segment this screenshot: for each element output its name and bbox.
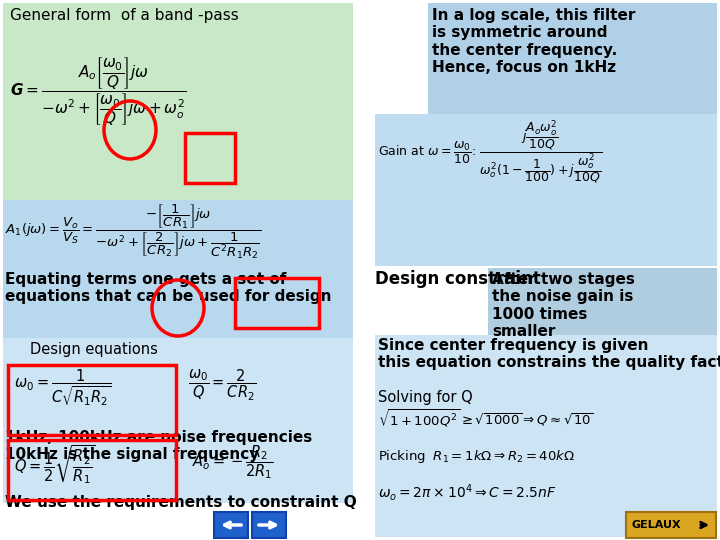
Bar xyxy=(185,133,235,183)
Bar xyxy=(8,440,176,500)
Text: Design equations: Design equations xyxy=(30,342,158,357)
Text: Solving for Q: Solving for Q xyxy=(378,390,473,405)
Bar xyxy=(353,200,375,340)
Bar xyxy=(3,200,353,340)
Bar xyxy=(375,384,717,537)
Text: Equating terms one gets a set of
equations that can be used for design: Equating terms one gets a set of equatio… xyxy=(5,272,331,305)
Text: Since center frequency is given
this equation constrains the quality factor: Since center frequency is given this equ… xyxy=(378,338,720,370)
Text: Design constraint: Design constraint xyxy=(375,270,541,288)
Bar xyxy=(375,268,488,376)
Text: Picking $\;R_1 = 1k\Omega \Rightarrow R_2 = 40k\Omega$: Picking $\;R_1 = 1k\Omega \Rightarrow R_… xyxy=(378,448,575,465)
Bar xyxy=(375,335,717,385)
Bar xyxy=(626,512,716,538)
Bar xyxy=(3,3,353,201)
Text: $\omega_0 = \dfrac{1}{C\sqrt{R_1R_2}}$: $\omega_0 = \dfrac{1}{C\sqrt{R_1R_2}}$ xyxy=(14,368,112,408)
Bar xyxy=(8,365,176,435)
Text: GELAUX: GELAUX xyxy=(632,520,682,530)
Text: We use the requirements to constraint Q: We use the requirements to constraint Q xyxy=(5,495,356,510)
Text: General form  of a band -pass: General form of a band -pass xyxy=(10,8,239,23)
Text: After two stages
the noise gain is
1000 times
smaller: After two stages the noise gain is 1000 … xyxy=(492,272,635,339)
Text: $\sqrt{1+100Q^2} \geq \sqrt{1000} \Rightarrow Q \approx \sqrt{10}$: $\sqrt{1+100Q^2} \geq \sqrt{1000} \Right… xyxy=(378,408,594,429)
Text: $\omega_o = 2\pi\times10^4 \Rightarrow C = 2.5nF$: $\omega_o = 2\pi\times10^4 \Rightarrow C… xyxy=(378,482,557,503)
Bar xyxy=(375,114,717,266)
Bar xyxy=(235,278,319,328)
Bar xyxy=(3,338,353,503)
Text: $\dfrac{\omega_0}{Q} = \dfrac{2}{CR_2}$: $\dfrac{\omega_0}{Q} = \dfrac{2}{CR_2}$ xyxy=(188,368,256,403)
Bar xyxy=(252,512,286,538)
Text: $\boldsymbol{G} = \dfrac{A_o\left[\dfrac{\omega_0}{Q}\right]j\omega}{-\omega^2 +: $\boldsymbol{G} = \dfrac{A_o\left[\dfrac… xyxy=(10,55,186,128)
Text: 1kHz, 100kHz are noise frequencies
10kHz is the signal frequency: 1kHz, 100kHz are noise frequencies 10kHz… xyxy=(5,430,312,462)
Text: In a log scale, this filter
is symmetric around
the center frequency.
Hence, foc: In a log scale, this filter is symmetric… xyxy=(432,8,635,75)
Bar xyxy=(214,512,248,538)
Bar xyxy=(428,3,717,115)
Text: $Q = \dfrac{1}{2}\sqrt{\dfrac{R_2}{R_1}}$: $Q = \dfrac{1}{2}\sqrt{\dfrac{R_2}{R_1}}… xyxy=(14,443,96,486)
Text: Gain at $\omega=\dfrac{\omega_0}{10}$: $\dfrac{j\dfrac{A_o\omega_o^2}{10Q}}{\ome: Gain at $\omega=\dfrac{\omega_0}{10}$: $… xyxy=(378,118,603,186)
Bar xyxy=(718,0,720,540)
Text: $A_1(j\omega)=\dfrac{V_o}{V_S}=\dfrac{-\left[\dfrac{1}{CR_1}\right]j\omega}{-\om: $A_1(j\omega)=\dfrac{V_o}{V_S}=\dfrac{-\… xyxy=(5,202,261,261)
Text: $A_o = -\dfrac{R_2}{2R_1}$: $A_o = -\dfrac{R_2}{2R_1}$ xyxy=(192,443,274,481)
Bar xyxy=(488,268,717,376)
